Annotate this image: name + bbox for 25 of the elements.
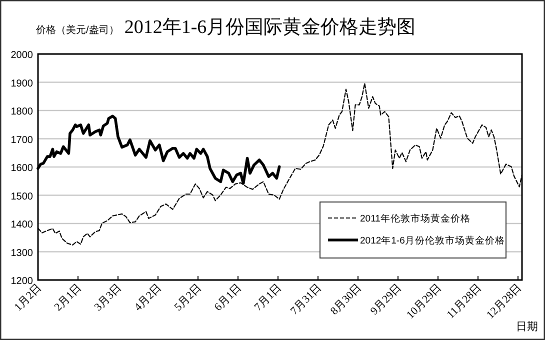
y-tick-label: 1700 <box>10 134 34 146</box>
x-tick-label: 2月1日 <box>52 282 84 314</box>
y-tick-label: 1400 <box>10 220 34 230</box>
x-tick-label: 12月28日 <box>484 282 524 322</box>
y-tick-label: 2000 <box>10 50 34 61</box>
legend-label: 2012年1-6月份伦敦市场黄金价格 <box>360 234 505 246</box>
y-axis-title: 价格（美元/盎司） <box>35 24 119 36</box>
y-tick-label: 1600 <box>10 163 34 174</box>
x-tick-label: 6月1日 <box>212 282 244 314</box>
chart-title: 2012年1-6月份国际黄金价格走势图 <box>124 17 416 38</box>
x-tick-label: 7月1日 <box>252 282 284 314</box>
x-tick-label: 4月2日 <box>132 282 164 314</box>
x-axis-title: 日期 <box>516 321 538 333</box>
x-tick-label: 10月29日 <box>404 282 444 322</box>
x-tick-label: 11月28日 <box>444 282 484 321</box>
x-tick-label: 3月3日 <box>92 282 124 314</box>
y-tick-label: 1300 <box>10 248 34 259</box>
x-tick-label: 7月31日 <box>288 282 324 318</box>
x-tick-label: 8月30日 <box>328 282 364 318</box>
x-tick-label: 5月2日 <box>172 282 204 314</box>
x-tick-label: 9月29日 <box>368 282 404 318</box>
legend-label: 2011年伦敦市场黄金价格 <box>360 212 470 224</box>
y-tick-label: 1500 <box>10 191 34 202</box>
y-tick-label: 1900 <box>10 78 34 90</box>
y-tick-label: 1800 <box>10 106 34 118</box>
